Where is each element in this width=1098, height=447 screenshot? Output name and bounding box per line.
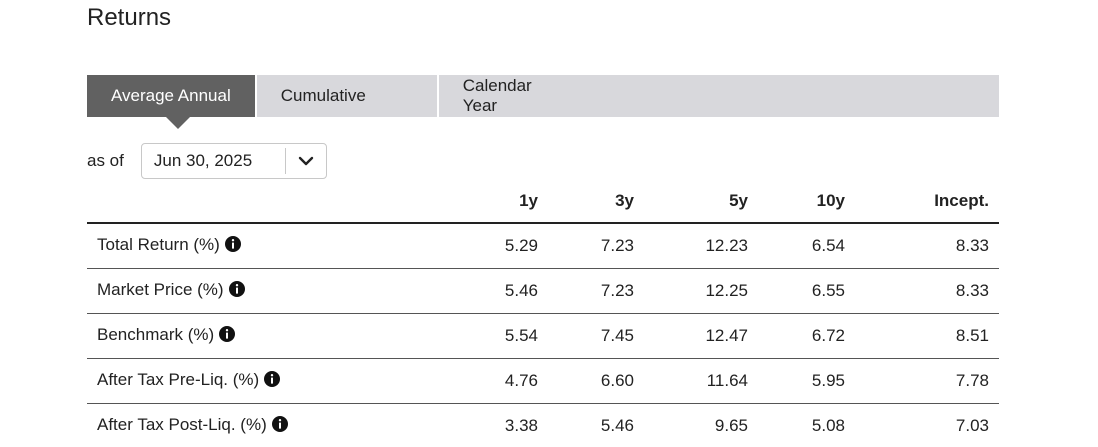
- value-3y: 7.23: [538, 268, 634, 314]
- value-inception: 7.03: [845, 403, 999, 447]
- info-icon[interactable]: [271, 415, 288, 437]
- value-inception: 8.33: [845, 223, 999, 269]
- value-10y: 5.95: [748, 358, 845, 404]
- tab-calendar-year[interactable]: Calendar Year: [462, 76, 532, 115]
- column-header-inception: Incept.: [845, 180, 999, 224]
- value-5y: 12.47: [634, 313, 748, 359]
- table-row: Benchmark (%) 5.54 7.45 12.47 6.72 8.51: [87, 313, 999, 359]
- returns-tabs: Average Annual Cumulative Calendar Year: [87, 75, 999, 129]
- value-1y: 3.38: [427, 403, 538, 447]
- row-label-cell: Market Price (%): [87, 268, 427, 314]
- row-label-cell: Total Return (%): [87, 223, 427, 269]
- row-label: After Tax Pre-Liq. (%): [97, 369, 260, 389]
- row-label-cell: After Tax Post-Liq. (%): [87, 403, 427, 447]
- value-10y: 6.72: [748, 313, 845, 359]
- value-inception: 8.51: [845, 313, 999, 359]
- table-row: After Tax Pre-Liq. (%) 4.76 6.60 11.64 5.95 7…: [87, 358, 999, 404]
- value-10y: 5.08: [748, 403, 845, 447]
- value-10y: 6.54: [748, 223, 845, 269]
- value-1y: 5.29: [427, 223, 538, 269]
- row-label-cell: After Tax Pre-Liq. (%): [87, 358, 427, 404]
- info-icon[interactable]: [264, 370, 281, 392]
- column-header-10y: 10y: [748, 180, 845, 224]
- value-3y: 7.45: [538, 313, 634, 359]
- info-icon[interactable]: [219, 325, 236, 347]
- value-5y: 11.64: [634, 358, 748, 404]
- column-header-5y: 5y: [634, 180, 748, 224]
- chevron-down-icon[interactable]: [286, 143, 326, 179]
- info-icon[interactable]: [224, 235, 241, 257]
- value-5y: 12.25: [634, 268, 748, 314]
- column-header-1y: 1y: [427, 180, 538, 224]
- value-10y: 6.55: [748, 268, 845, 314]
- table-row: Total Return (%) 5.29 7.23 12.23 6.54 8.33: [87, 223, 999, 269]
- table-row: After Tax Post-Liq. (%) 3.38 5.46 9.65 5.08 7…: [87, 403, 999, 447]
- table-header-row: 1y 3y 5y 10y Incept.: [87, 180, 999, 224]
- value-1y: 4.76: [427, 358, 538, 404]
- column-header-3y: 3y: [538, 180, 634, 224]
- tab-average-annual[interactable]: Average Annual: [87, 75, 255, 129]
- row-label: Market Price (%): [97, 279, 224, 299]
- tab-separator: [254, 75, 257, 117]
- section-title: Returns: [87, 4, 172, 31]
- row-label: After Tax Post-Liq. (%): [97, 414, 267, 434]
- value-inception: 7.78: [845, 358, 999, 404]
- value-inception: 8.33: [845, 268, 999, 314]
- row-label: Benchmark (%): [97, 324, 215, 344]
- table-row: Market Price (%) 5.46 7.23 12.25 6.55 8.33: [87, 268, 999, 314]
- value-5y: 9.65: [634, 403, 748, 447]
- value-5y: 12.23: [634, 223, 748, 269]
- column-header-label: [87, 180, 427, 224]
- row-label: Total Return (%): [97, 234, 220, 254]
- as-of-label: as of: [87, 151, 124, 170]
- tab-separator: [436, 75, 439, 117]
- info-icon[interactable]: [228, 280, 245, 302]
- value-1y: 5.54: [427, 313, 538, 359]
- tab-cumulative[interactable]: Cumulative: [280, 86, 366, 105]
- date-select[interactable]: Jun 30, 2025: [140, 143, 327, 179]
- as-of-row: as of Jun 30, 2025: [87, 143, 327, 179]
- value-3y: 5.46: [538, 403, 634, 447]
- row-label-cell: Benchmark (%): [87, 313, 427, 359]
- value-3y: 7.23: [538, 223, 634, 269]
- date-select-value: Jun 30, 2025: [153, 151, 253, 170]
- value-1y: 5.46: [427, 268, 538, 314]
- returns-table: 1y 3y 5y 10y Incept. Total Return (%) 5.2…: [87, 180, 999, 447]
- date-select-divider: [284, 148, 286, 174]
- value-3y: 6.60: [538, 358, 634, 404]
